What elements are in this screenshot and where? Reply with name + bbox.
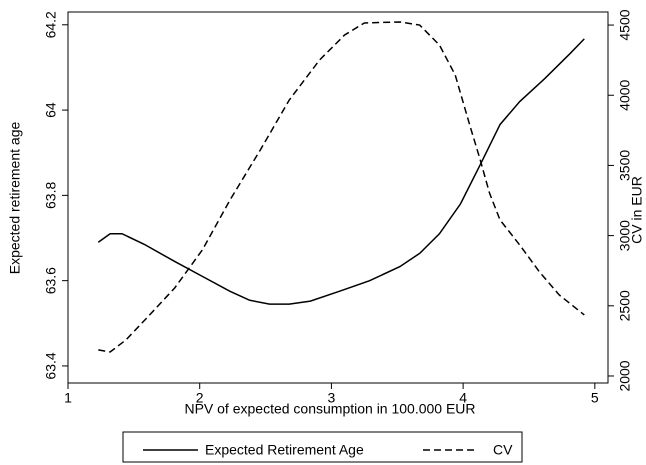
y-tick-label: 63.4 bbox=[43, 352, 59, 379]
x-tick-label: 1 bbox=[64, 390, 72, 406]
data-line bbox=[98, 21, 585, 353]
y2-tick-label: 2000 bbox=[617, 360, 633, 391]
legend-box bbox=[122, 431, 523, 463]
x-axis-label: NPV of expected consumption in 100.000 E… bbox=[184, 401, 475, 417]
y2-tick-label: 4000 bbox=[617, 79, 633, 110]
x-tick-label: 4 bbox=[459, 390, 467, 406]
legend-label: Expected Retirement Age bbox=[205, 442, 364, 458]
data-line bbox=[97, 38, 585, 305]
plot-frame bbox=[67, 11, 609, 384]
y-axis-label: Expected retirement age bbox=[7, 122, 23, 275]
y2-axis-label: CV in EUR bbox=[629, 176, 645, 244]
y2-tick-label: 2500 bbox=[617, 290, 633, 321]
legend-label: CV bbox=[493, 442, 513, 458]
x-tick-label: 5 bbox=[591, 390, 599, 406]
y-tick-label: 63.6 bbox=[43, 267, 59, 294]
y2-tick-label: 3000 bbox=[617, 220, 633, 251]
x-tick-label: 3 bbox=[328, 390, 336, 406]
y-tick-label: 64 bbox=[43, 102, 59, 118]
y-tick-label: 64.2 bbox=[43, 11, 59, 38]
y2-tick-label: 3500 bbox=[617, 150, 633, 181]
x-tick-label: 2 bbox=[196, 390, 204, 406]
y-tick-label: 63.8 bbox=[43, 182, 59, 209]
y2-tick-label: 4500 bbox=[617, 9, 633, 40]
